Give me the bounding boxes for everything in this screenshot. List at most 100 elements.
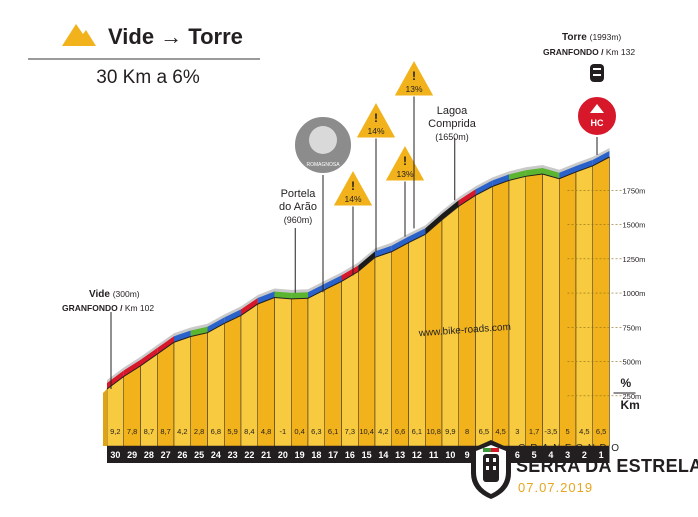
profile-road-segment [207,317,225,333]
torre-tower-icon [590,64,604,82]
profile-km-column [374,251,392,447]
elevation-tick-label: 1500m [623,221,646,230]
profile-road-segment [291,292,308,299]
profile-km-column [592,156,610,447]
profile-road-segment [592,151,610,166]
km-marker-label: 20 [278,450,288,460]
profile-road-segment [425,213,442,235]
profile-road-segment [140,348,158,366]
profile-road-segment [190,326,208,337]
km-marker-label: 26 [177,450,187,460]
km-marker-label: 24 [211,450,221,460]
profile-road-segment [509,170,526,181]
profile-road-segment [308,283,325,299]
elevation-tick-label: 1250m [623,255,646,264]
profile-road-segment [559,165,576,179]
profile-road-segment [224,309,241,324]
profile-km-column [458,194,476,447]
hc-category-label: HC [591,118,604,128]
profile-road-segment [157,336,174,355]
gradient-label: 4,2 [177,427,187,436]
km-marker-label: 27 [161,450,171,460]
gradient-label: 8 [465,427,469,436]
profile-km-column [508,175,526,447]
gradient-label: 3 [515,427,519,436]
gradient-warning-icon [393,58,435,97]
mountain-icon [62,24,96,46]
warning-gradient-label: 14% [344,194,361,204]
gradient-label: 6,5 [479,427,489,436]
gradient-label: 0,4 [294,427,304,436]
gradient-label: 8,4 [244,427,254,436]
profile-km-column [559,171,577,447]
profile-km-column [341,271,359,447]
km-marker-label: 17 [328,450,338,460]
gradient-label: 1,7 [529,427,539,436]
portela-label-line2: do Arão [279,201,317,213]
profile-road-segment [442,200,459,220]
gradient-warning-icon [332,168,374,207]
profile-km-column [274,297,292,447]
km-marker-label: 28 [144,450,154,460]
km-marker-label: 15 [362,450,372,460]
gradient-warning-icon [384,143,426,182]
gradient-label: 5 [566,427,570,436]
km-marker-label: 9 [465,450,470,460]
profile-km-column [475,186,493,447]
profile-left-face [103,389,107,446]
finish-event-label: GRANFONDO / Km 132 [543,47,635,57]
hc-mountain-icon [590,104,604,113]
gradient-unit-label: % [621,376,632,390]
warning-gradient-label: 14% [367,126,384,136]
profile-road-segment [274,291,292,299]
profile-outline [106,156,610,390]
gradient-label: -1 [280,427,287,436]
gradient-label: 6,6 [395,427,405,436]
warning-exclamation: ! [351,179,355,193]
elevation-tick-label: 750m [623,323,642,332]
profile-road-segment [391,236,409,252]
start-event-label: GRANFONDO / Km 102 [62,303,154,313]
km-marker-label: 11 [429,450,439,460]
profile-km-column [240,303,258,447]
km-marker-label: 25 [194,450,204,460]
gradient-label: 5,9 [227,427,237,436]
gradient-label: 4,2 [378,427,388,436]
brand-event-date: 07.07.2019 [518,480,594,495]
profile-road-segment [375,245,392,258]
gradient-label: 8,7 [144,427,154,436]
gradient-label: 2,8 [194,427,204,436]
profile-road-segment [458,189,476,207]
profile-road-segment [358,251,375,272]
profile-road-segment [257,291,275,305]
profile-road-segment [576,159,593,172]
torre-tower-detail [593,68,601,70]
profile-km-column [408,233,426,447]
finish-label: Torre (1993m) [562,32,621,43]
gradient-label: 9,2 [110,427,120,436]
profile-road-segment [241,298,258,316]
gradient-label: 4,8 [261,427,271,436]
profile-road-segment [324,275,342,290]
lagoa-label-line2: Comprida [428,118,477,130]
gradient-label: 6,3 [311,427,321,436]
header-divider [28,58,260,60]
lagoa-elevation: (1650m) [435,132,469,142]
route-title: Vide → Torre [108,24,243,49]
warning-gradient-label: 13% [405,84,422,94]
gradient-warning-icon [355,100,397,139]
gradient-label: 7,3 [345,427,355,436]
km-marker-label: 3 [565,450,570,460]
gradient-label: 10,8 [426,427,441,436]
elevation-tick-label: 250m [623,392,642,401]
warning-exclamation: ! [403,154,407,168]
profile-km-column [358,256,376,447]
profile-km-column [525,173,543,447]
gradient-label: 10,4 [359,427,374,436]
gradient-label: 8,7 [160,427,170,436]
gradient-label: 6,5 [596,427,606,436]
gradient-label: 4,5 [579,427,589,436]
profile-road-segment [542,167,560,179]
km-marker-label: 23 [228,450,238,460]
brand-granfondo-word: GRANFONDO [518,443,624,454]
